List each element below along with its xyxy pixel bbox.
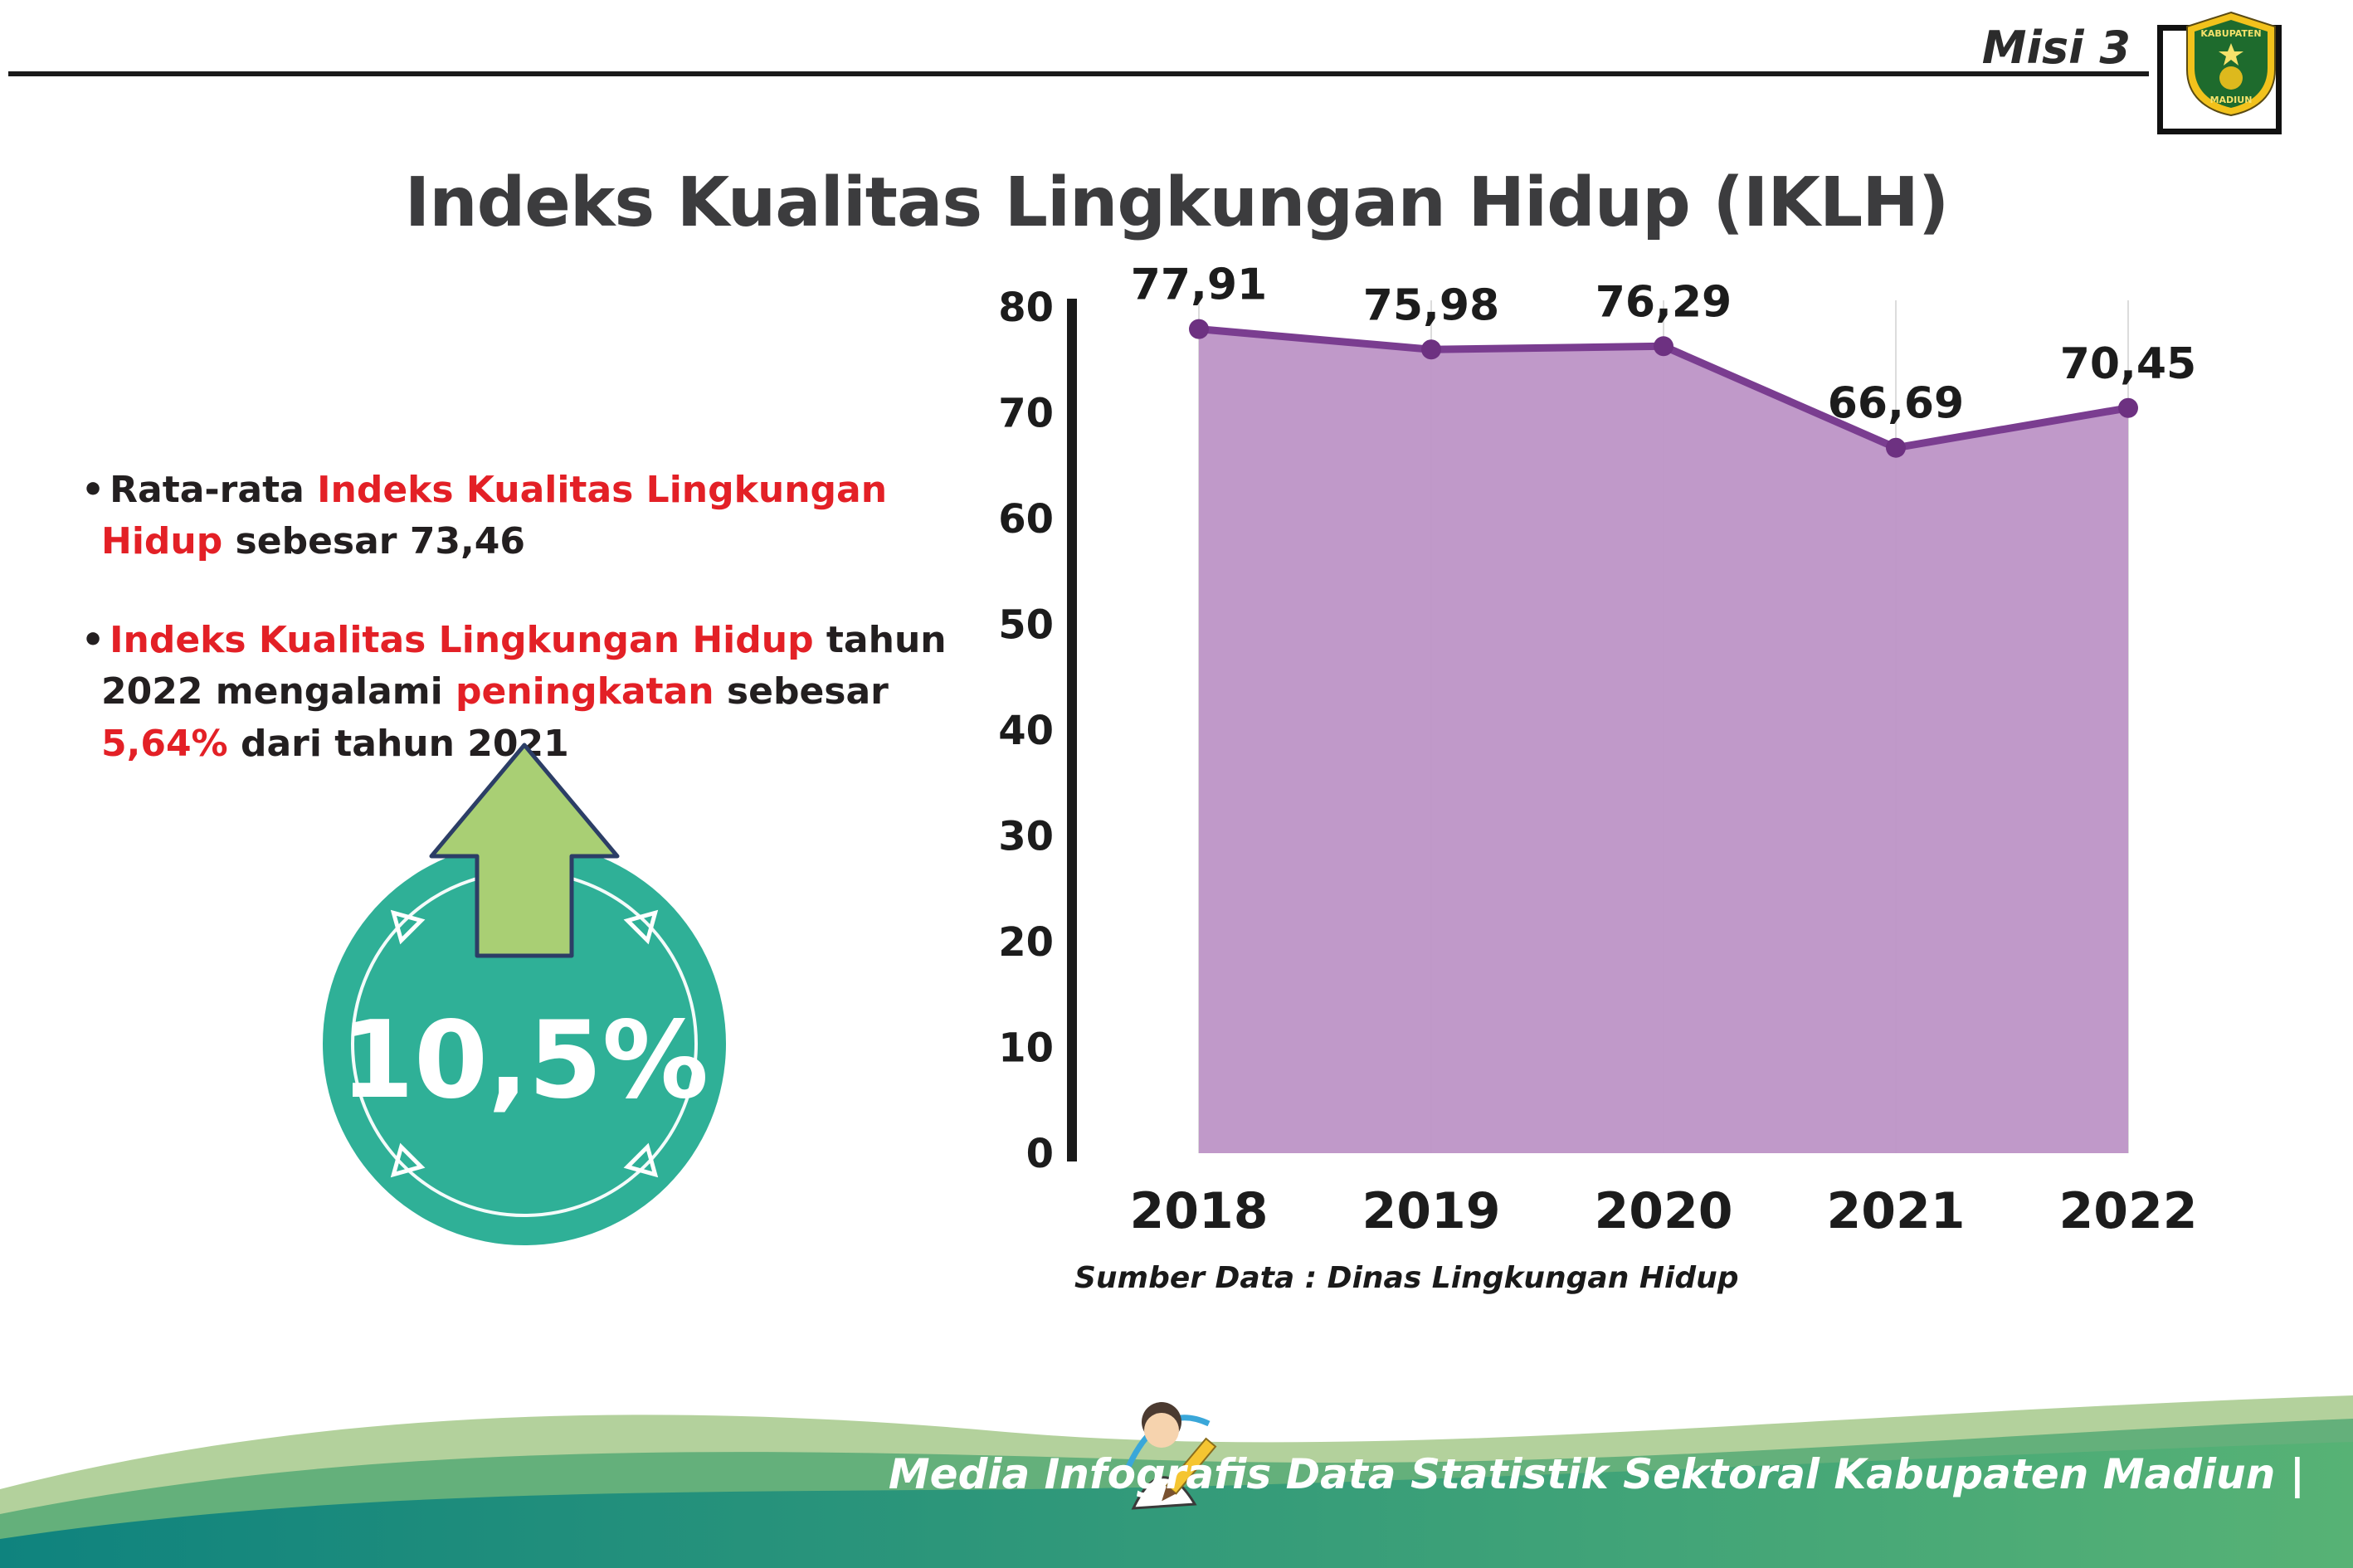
data-point-marker (1654, 336, 1673, 357)
y-axis-line (1067, 299, 1077, 1161)
x-category-label: 2019 (1362, 1182, 1501, 1240)
writer-mascot-icon (1125, 1402, 1217, 1510)
badge-triangle-icon (623, 909, 659, 945)
increase-badge: 10,5% (323, 743, 726, 1245)
y-tick-label: 40 (998, 708, 1054, 754)
y-tick-label: 80 (998, 285, 1054, 331)
bullet-text-segment: Indeks Kualitas Lingkungan Hidup (110, 618, 814, 661)
badge-circle (323, 842, 726, 1245)
x-category-label: 2018 (1130, 1182, 1269, 1240)
bullet-text-segment: peningkatan (455, 670, 714, 713)
badge-triangle-icon (390, 1142, 426, 1178)
x-category-label: 2020 (1595, 1182, 1733, 1240)
bullet-average-iklh: Rata-rata Indeks Kualitas Lingkungan Hid… (73, 465, 977, 568)
y-tick-label: 70 (998, 391, 1054, 437)
logo-emblem (2219, 66, 2243, 90)
up-arrow-icon (429, 743, 620, 958)
x-axis-category-labels: 2018 2019 2020 2021 2022 (1130, 1182, 2198, 1240)
chart-source-caption: Sumber Data : Dinas Lingkungan Hidup (1074, 1261, 1739, 1295)
data-point-marker (1886, 437, 1906, 458)
bullet-text-segment: Rata-rata (110, 469, 318, 511)
badge-triangle-icon (623, 1142, 659, 1178)
data-point-marker (2118, 397, 2138, 418)
data-value-labels: 77,91 75,98 76,29 66,69 70,45 (1131, 261, 2196, 429)
x-category-label: 2021 (1827, 1182, 1966, 1240)
bullet-text-segment: tahun 2022 mengalami (101, 618, 947, 713)
y-axis-tick-labels: 0 10 20 30 40 50 60 70 80 (998, 285, 1054, 1177)
bullet-iklh-increase: Indeks Kualitas Lingkungan Hidup tahun 2… (73, 615, 977, 770)
area-fill (1199, 329, 2128, 1154)
bullet-text-segment: Indeks Kualitas Lingkungan Hidup (101, 469, 888, 563)
value-label: 70,45 (2060, 339, 2196, 389)
footer-credit-text: Media Infografis Data Statistik Sektoral… (888, 1450, 2305, 1498)
data-point-markers (1189, 319, 2138, 458)
y-tick-label: 50 (998, 602, 1054, 649)
increase-percentage-value: 10,5% (340, 999, 709, 1122)
misi-label: Misi 3 (1981, 22, 2131, 74)
iklh-area-chart: 0 10 20 30 40 50 60 70 80 2018 2019 2020 2021 2022 7… (998, 261, 2198, 1240)
y-tick-label: 20 (998, 919, 1054, 966)
y-tick-label: 10 (998, 1025, 1054, 1072)
bullet-text-segment: sebesar (714, 670, 889, 713)
data-point-marker (1189, 319, 1209, 339)
kabupaten-madiun-logo-icon: KABUPATEN MADIUN (2186, 11, 2276, 117)
value-label: 76,29 (1595, 277, 1732, 327)
key-points: Rata-rata Indeks Kualitas Lingkungan Hid… (73, 465, 977, 816)
header-divider (8, 71, 2149, 76)
page-title: Indeks Kualitas Lingkungan Hidup (IKLH) (404, 163, 1950, 242)
badge-triangle-icon (390, 909, 426, 945)
value-label: 77,91 (1131, 261, 1267, 310)
data-point-marker (1421, 339, 1441, 360)
value-label: 66,69 (1828, 379, 1964, 429)
bullet-text-segment: sebesar 73,46 (222, 520, 525, 563)
logo-text-top: KABUPATEN (2200, 28, 2261, 39)
y-tick-label: 0 (1026, 1131, 1054, 1177)
logo-text-bottom: MADIUN (2210, 95, 2253, 105)
value-label: 75,98 (1363, 280, 1499, 330)
logo-star-icon (2219, 43, 2243, 66)
bullet-text-segment: 5,64% (101, 722, 228, 765)
x-category-label: 2022 (2059, 1182, 2198, 1240)
area-series (1199, 329, 2128, 1154)
y-tick-label: 60 (998, 496, 1054, 543)
y-tick-label: 30 (998, 814, 1054, 860)
